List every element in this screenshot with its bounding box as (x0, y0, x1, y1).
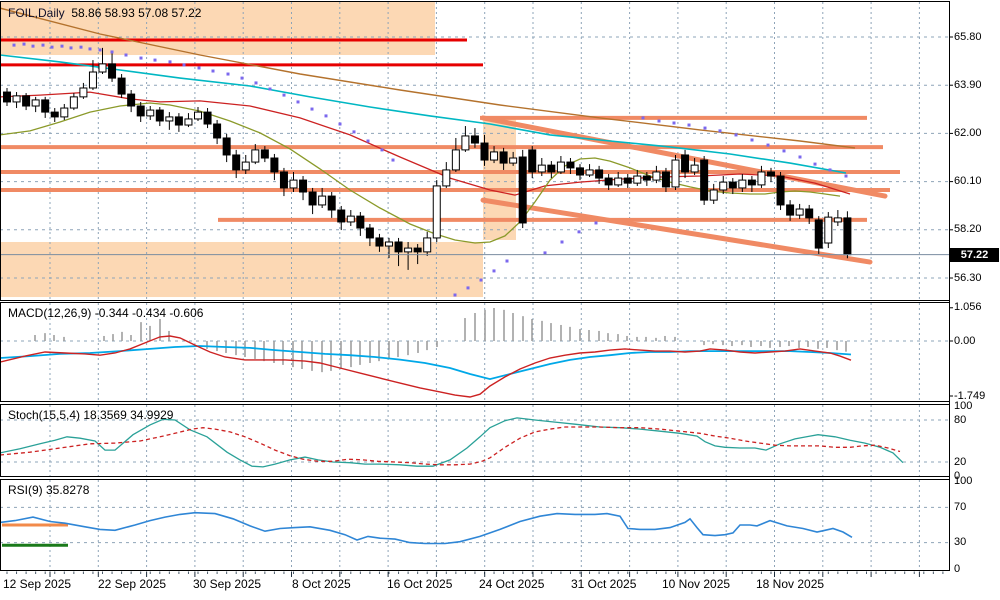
macd-pane-label: MACD(12,26,9) -0.344 -0.434 -0.606 (8, 306, 204, 320)
price-axis-label: 60.10 (954, 175, 982, 188)
date-axis-label: 8 Oct 2025 (292, 577, 351, 591)
sar-dots (12, 42, 848, 297)
main-pane-label: FOIL,Daily 58.86 58.93 57.08 57.22 (8, 6, 201, 20)
price-axis-label: 62.00 (954, 126, 982, 139)
date-axis-label: 12 Sep 2025 (3, 577, 72, 591)
price-axis-label: 63.90 (954, 78, 982, 91)
candlesticks (3, 47, 852, 270)
stoch-axis-label: 20 (954, 455, 967, 468)
moving-averages (0, 7, 856, 244)
date-axis-label: 16 Oct 2025 (387, 577, 453, 591)
price-axis-label: 56.30 (954, 271, 982, 284)
time-axis-ticks[interactable] (6, 571, 944, 578)
highlight-zones (0, 2, 516, 298)
current-price-tag: 57.22 (950, 247, 999, 262)
macd-axis-label: 1.056 (954, 301, 982, 314)
macd-panel[interactable] (0, 303, 949, 401)
rsi-axis-label: 30 (954, 536, 967, 549)
price-axis-label: 65.80 (954, 30, 982, 43)
rsi-axis-label: 0 (954, 562, 961, 575)
stoch-pane-label: Stoch(15,5,4) 18.3569 34.9929 (8, 408, 174, 422)
date-axis-label: 22 Sep 2025 (98, 577, 167, 591)
stoch-axis-label: 80 (954, 413, 967, 426)
date-axis-label: 31 Oct 2025 (571, 577, 637, 591)
rsi-pane-label: RSI(9) 35.8278 (8, 483, 90, 497)
stoch-axis-label: 0 (954, 469, 961, 482)
price-axis-label: 58.20 (954, 223, 982, 236)
rsi-axis-label: 100 (954, 474, 973, 487)
price-axis-ticks (949, 36, 953, 397)
panel-borders (0, 1, 950, 571)
macd-axis-label: -1.749 (954, 389, 986, 402)
macd-axis-label: 0.00 (954, 334, 976, 347)
stochastic-panel[interactable] (0, 405, 949, 476)
date-axis-label: 10 Nov 2025 (662, 577, 731, 591)
rsi-axis-label: 70 (954, 500, 967, 513)
stoch-axis-label: 100 (954, 399, 973, 412)
date-axis-label: 24 Oct 2025 (479, 577, 545, 591)
instrument-label: FOIL,Daily (8, 6, 65, 20)
rsi-panel[interactable] (0, 480, 949, 570)
date-axis-label: 30 Sep 2025 (193, 577, 262, 591)
date-axis-label: 18 Nov 2025 (756, 577, 825, 591)
ohlc-values: 58.86 58.93 57.08 57.22 (71, 6, 202, 20)
